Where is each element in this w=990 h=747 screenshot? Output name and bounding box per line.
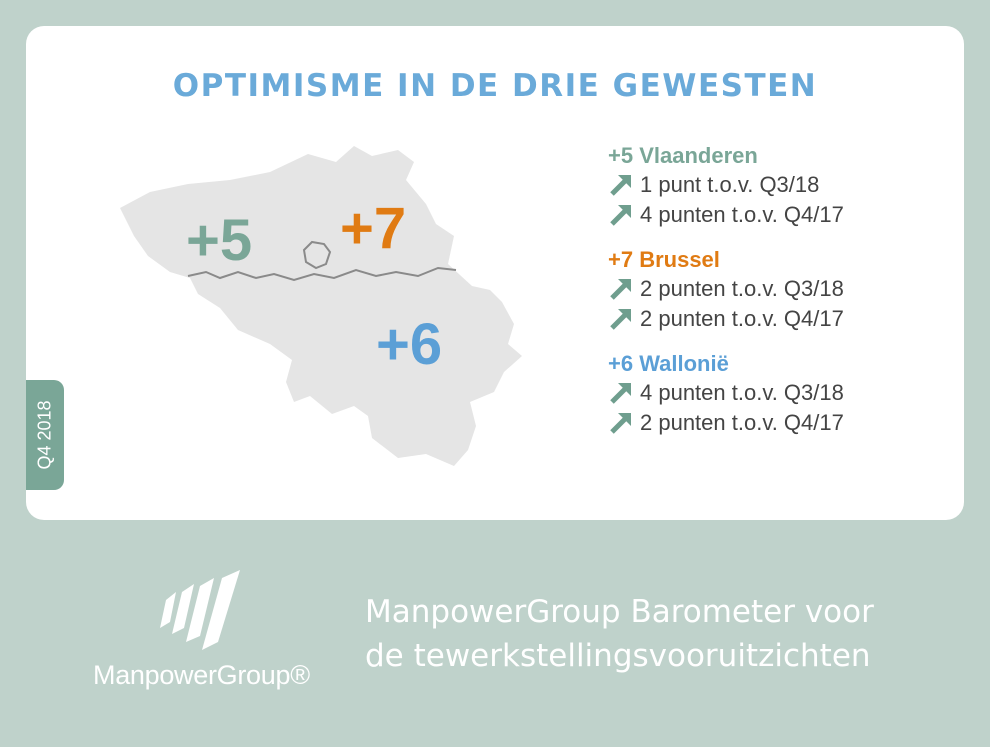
brussel-value: +7	[340, 196, 407, 261]
stat-text: 2 punten t.o.v. Q4/17	[640, 410, 844, 435]
quarter-label: Q4 2018	[34, 400, 55, 470]
logo-text: ManpowerGroup®	[93, 660, 310, 690]
belgium-map-shape	[120, 146, 522, 466]
vlaanderen-value: +5	[186, 208, 253, 273]
map-country-fill	[120, 146, 522, 466]
stat-line: 1 punt t.o.v. Q3/18	[608, 170, 844, 200]
trend-up-arrow-icon	[610, 309, 631, 330]
stat-heading: +7 Brussel	[608, 247, 720, 272]
stat-group-brussel: +7 Brussel 2 punten t.o.v. Q3/18 2 punte…	[608, 246, 844, 334]
trend-up-arrow-icon	[610, 175, 631, 196]
stat-group-vlaanderen: +5 Vlaanderen 1 punt t.o.v. Q3/18 4 punt…	[608, 142, 844, 230]
region-stats: +5 Vlaanderen 1 punt t.o.v. Q3/18 4 punt…	[608, 142, 844, 454]
stat-heading: +5 Vlaanderen	[608, 143, 758, 168]
trend-up-arrow-icon	[610, 279, 631, 300]
manpowergroup-logo-icon	[160, 570, 240, 650]
stat-line: 4 punten t.o.v. Q4/17	[608, 200, 844, 230]
stat-heading: +6 Wallonië	[608, 351, 729, 376]
stat-text: 2 punten t.o.v. Q4/17	[640, 306, 844, 331]
trend-up-arrow-icon	[610, 413, 631, 434]
stat-text: 4 punten t.o.v. Q3/18	[640, 380, 844, 405]
trend-up-arrow-icon	[610, 205, 631, 226]
stat-line: 2 punten t.o.v. Q4/17	[608, 408, 844, 438]
quarter-tab: Q4 2018	[26, 380, 64, 490]
stat-line: 2 punten t.o.v. Q4/17	[608, 304, 844, 334]
tagline-line-2: de tewerkstellingsvooruitzichten	[365, 638, 871, 674]
tagline: ManpowerGroup Barometer voor de tewerkst…	[365, 590, 874, 678]
page-title: OPTIMISME IN DE DRIE GEWESTEN	[172, 68, 818, 104]
belgium-map: +5 +7 +6	[110, 140, 530, 485]
stat-group-wallonie: +6 Wallonië 4 punten t.o.v. Q3/18 2 punt…	[608, 350, 844, 438]
trend-up-arrow-icon	[610, 383, 631, 404]
region-border	[187, 266, 457, 282]
brussels-outline	[302, 240, 332, 270]
stat-text: 1 punt t.o.v. Q3/18	[640, 172, 820, 197]
stat-text: 2 punten t.o.v. Q3/18	[640, 276, 844, 301]
tagline-line-1: ManpowerGroup Barometer voor	[365, 594, 874, 630]
stat-line: 4 punten t.o.v. Q3/18	[608, 378, 844, 408]
stat-line: 2 punten t.o.v. Q3/18	[608, 274, 844, 304]
stat-text: 4 punten t.o.v. Q4/17	[640, 202, 844, 227]
wallonie-value: +6	[376, 312, 443, 377]
